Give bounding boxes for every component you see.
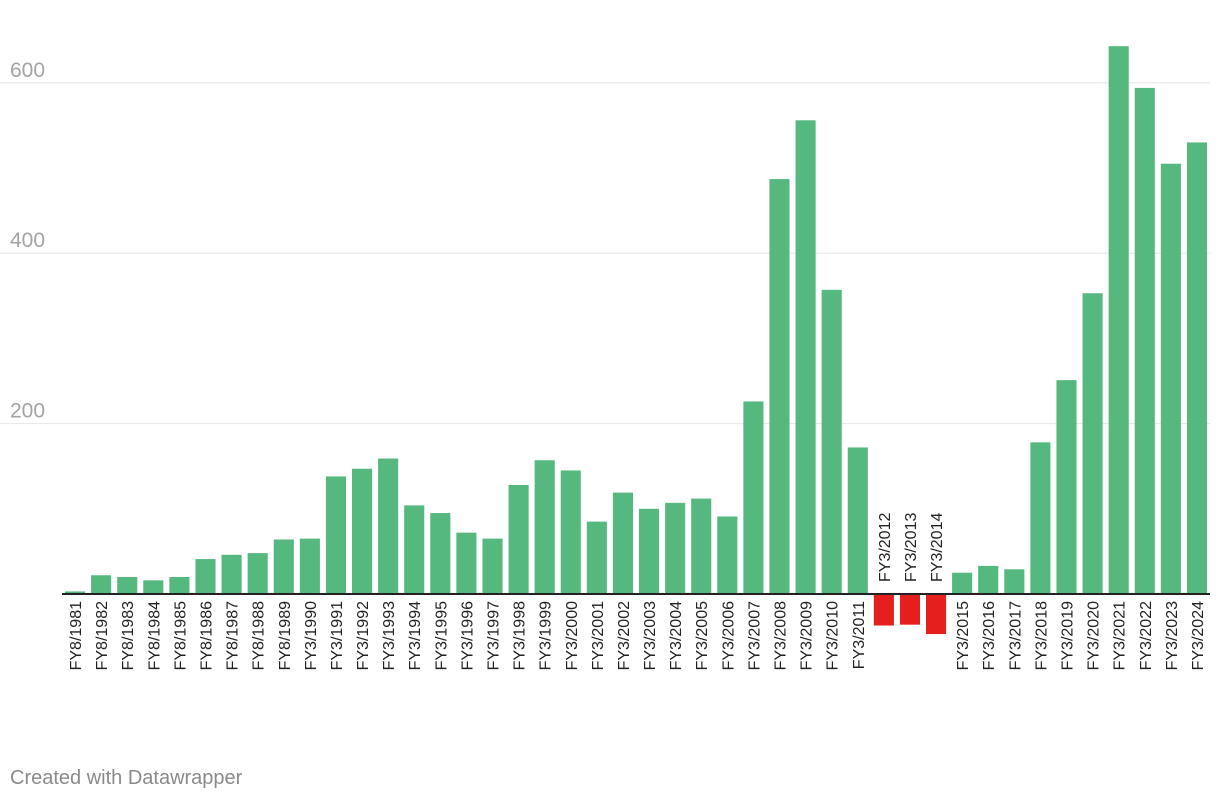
x-tick-label: FY3/2020 [1086,601,1103,670]
bar-fy8-1981 [65,591,86,594]
bar-fy8-1988 [247,553,268,594]
y-tick-label: 200 [10,400,45,423]
x-tick-label: FY3/1996 [459,601,476,670]
bar-fy8-1986 [195,559,216,594]
x-tick-label: FY3/2013 [903,513,920,582]
x-tick-label: FY3/2000 [564,601,581,670]
x-tick-label: FY3/2003 [642,601,659,670]
x-tick-label: FY8/1983 [120,601,137,670]
x-tick-label: FY8/1986 [199,601,216,670]
x-tick-label: FY3/2008 [773,601,790,670]
bar-fy3-2024 [1186,142,1207,594]
x-tick-label: FY3/2004 [668,601,685,670]
x-tick-label: FY3/1998 [512,601,529,670]
y-tick-label: 600 [10,59,45,82]
x-tick-label: FY3/1991 [329,601,346,670]
x-axis-labels: FY8/1981 FY8/1982 FY8/1983 FY8/1984 FY8/1985… [68,513,1207,671]
bar-fy3-2012 [873,594,894,626]
bar-fy8-1983 [117,576,138,594]
x-tick-label: FY8/1981 [68,601,85,670]
x-tick-label: FY8/1989 [277,601,294,670]
x-tick-label: FY3/2006 [720,601,737,670]
bar-fy3-2011 [847,447,868,594]
bar-fy3-2021 [1108,46,1129,595]
x-tick-label: FY8/1988 [251,601,268,670]
x-tick-label: FY3/2021 [1112,601,1129,670]
x-tick-label: FY3/2016 [981,601,998,670]
x-tick-label: FY3/2023 [1164,601,1181,670]
x-tick-label: FY3/2012 [877,513,894,582]
x-tick-label: FY3/2019 [1060,601,1077,670]
bar-fy3-1995 [430,513,451,594]
bar-fy3-2008 [769,179,790,594]
x-tick-label: FY8/1984 [146,601,163,670]
bar-fy3-2009 [795,120,816,594]
bar-fy8-1987 [221,554,242,594]
bar-fy3-1993 [378,458,399,594]
x-tick-label: FY3/1997 [486,601,503,670]
bar-fy3-2004 [665,502,686,594]
bar-fy3-2001 [586,521,607,594]
bar-fy3-2016 [978,565,999,594]
x-tick-label: FY8/1987 [225,601,242,670]
x-tick-label: FY3/2007 [746,601,763,670]
bar-fy3-2019 [1056,380,1077,594]
bar-fy8-1989 [273,539,294,594]
bar-fy8-1982 [91,575,112,594]
x-tick-label: FY8/1985 [172,601,189,670]
bar-fy3-1994 [404,505,425,594]
bars [65,46,1207,635]
bar-fy3-2014 [926,594,947,635]
x-tick-label: FY3/1994 [407,601,424,670]
x-tick-label: FY8/1982 [94,601,111,670]
bar-fy3-1992 [352,468,373,594]
bar-fy3-2023 [1160,163,1181,595]
x-tick-label: FY3/1992 [355,601,372,670]
bar-fy3-2002 [612,492,633,594]
x-tick-label: FY3/1993 [381,601,398,670]
bar-fy3-1999 [534,460,555,594]
y-tick-label: 400 [10,229,45,252]
bar-fy3-2013 [899,594,920,625]
bar-fy3-1991 [325,476,346,594]
bar-fy3-2020 [1082,293,1103,594]
x-tick-label: FY3/2015 [955,601,972,670]
x-tick-label: FY3/2010 [825,601,842,670]
x-tick-label: FY3/1990 [303,601,320,670]
x-tick-label: FY3/2001 [590,601,607,670]
bar-fy3-2003 [639,508,660,594]
bar-fy3-2015 [952,572,973,594]
bar-fy8-1984 [143,580,164,594]
bar-fy3-2022 [1134,87,1155,594]
x-tick-label: FY3/2011 [851,601,868,669]
bar-fy3-2010 [821,289,842,594]
bar-fy8-1985 [169,576,190,594]
bar-fy3-2000 [560,470,581,594]
x-tick-label: FY3/2018 [1033,601,1050,670]
x-tick-label: FY3/2022 [1138,601,1155,670]
y-axis-ticks: 200 400 600 [10,59,45,423]
bar-fy3-2018 [1030,442,1051,594]
x-tick-label: FY3/2017 [1007,601,1024,670]
x-tick-label: FY3/1995 [433,601,450,670]
bar-fy3-2017 [1004,569,1025,594]
bar-fy3-1997 [482,538,503,594]
bar-fy3-1996 [456,532,477,594]
x-tick-label: FY3/2005 [694,601,711,670]
x-tick-label: FY3/1999 [538,601,555,670]
x-tick-label: FY3/2002 [616,601,633,670]
x-tick-label: FY3/2024 [1190,601,1207,670]
bar-fy3-2005 [691,498,712,594]
grid-lines [0,82,1210,425]
x-tick-label: FY3/2014 [929,513,946,582]
bar-fy3-1990 [299,538,320,594]
credit-text: Created with Datawrapper [10,767,243,789]
bar-fy3-1998 [508,484,529,594]
bar-fy3-2007 [743,401,764,594]
bar-fy3-2006 [717,516,738,594]
x-tick-label: FY3/2009 [799,601,816,670]
